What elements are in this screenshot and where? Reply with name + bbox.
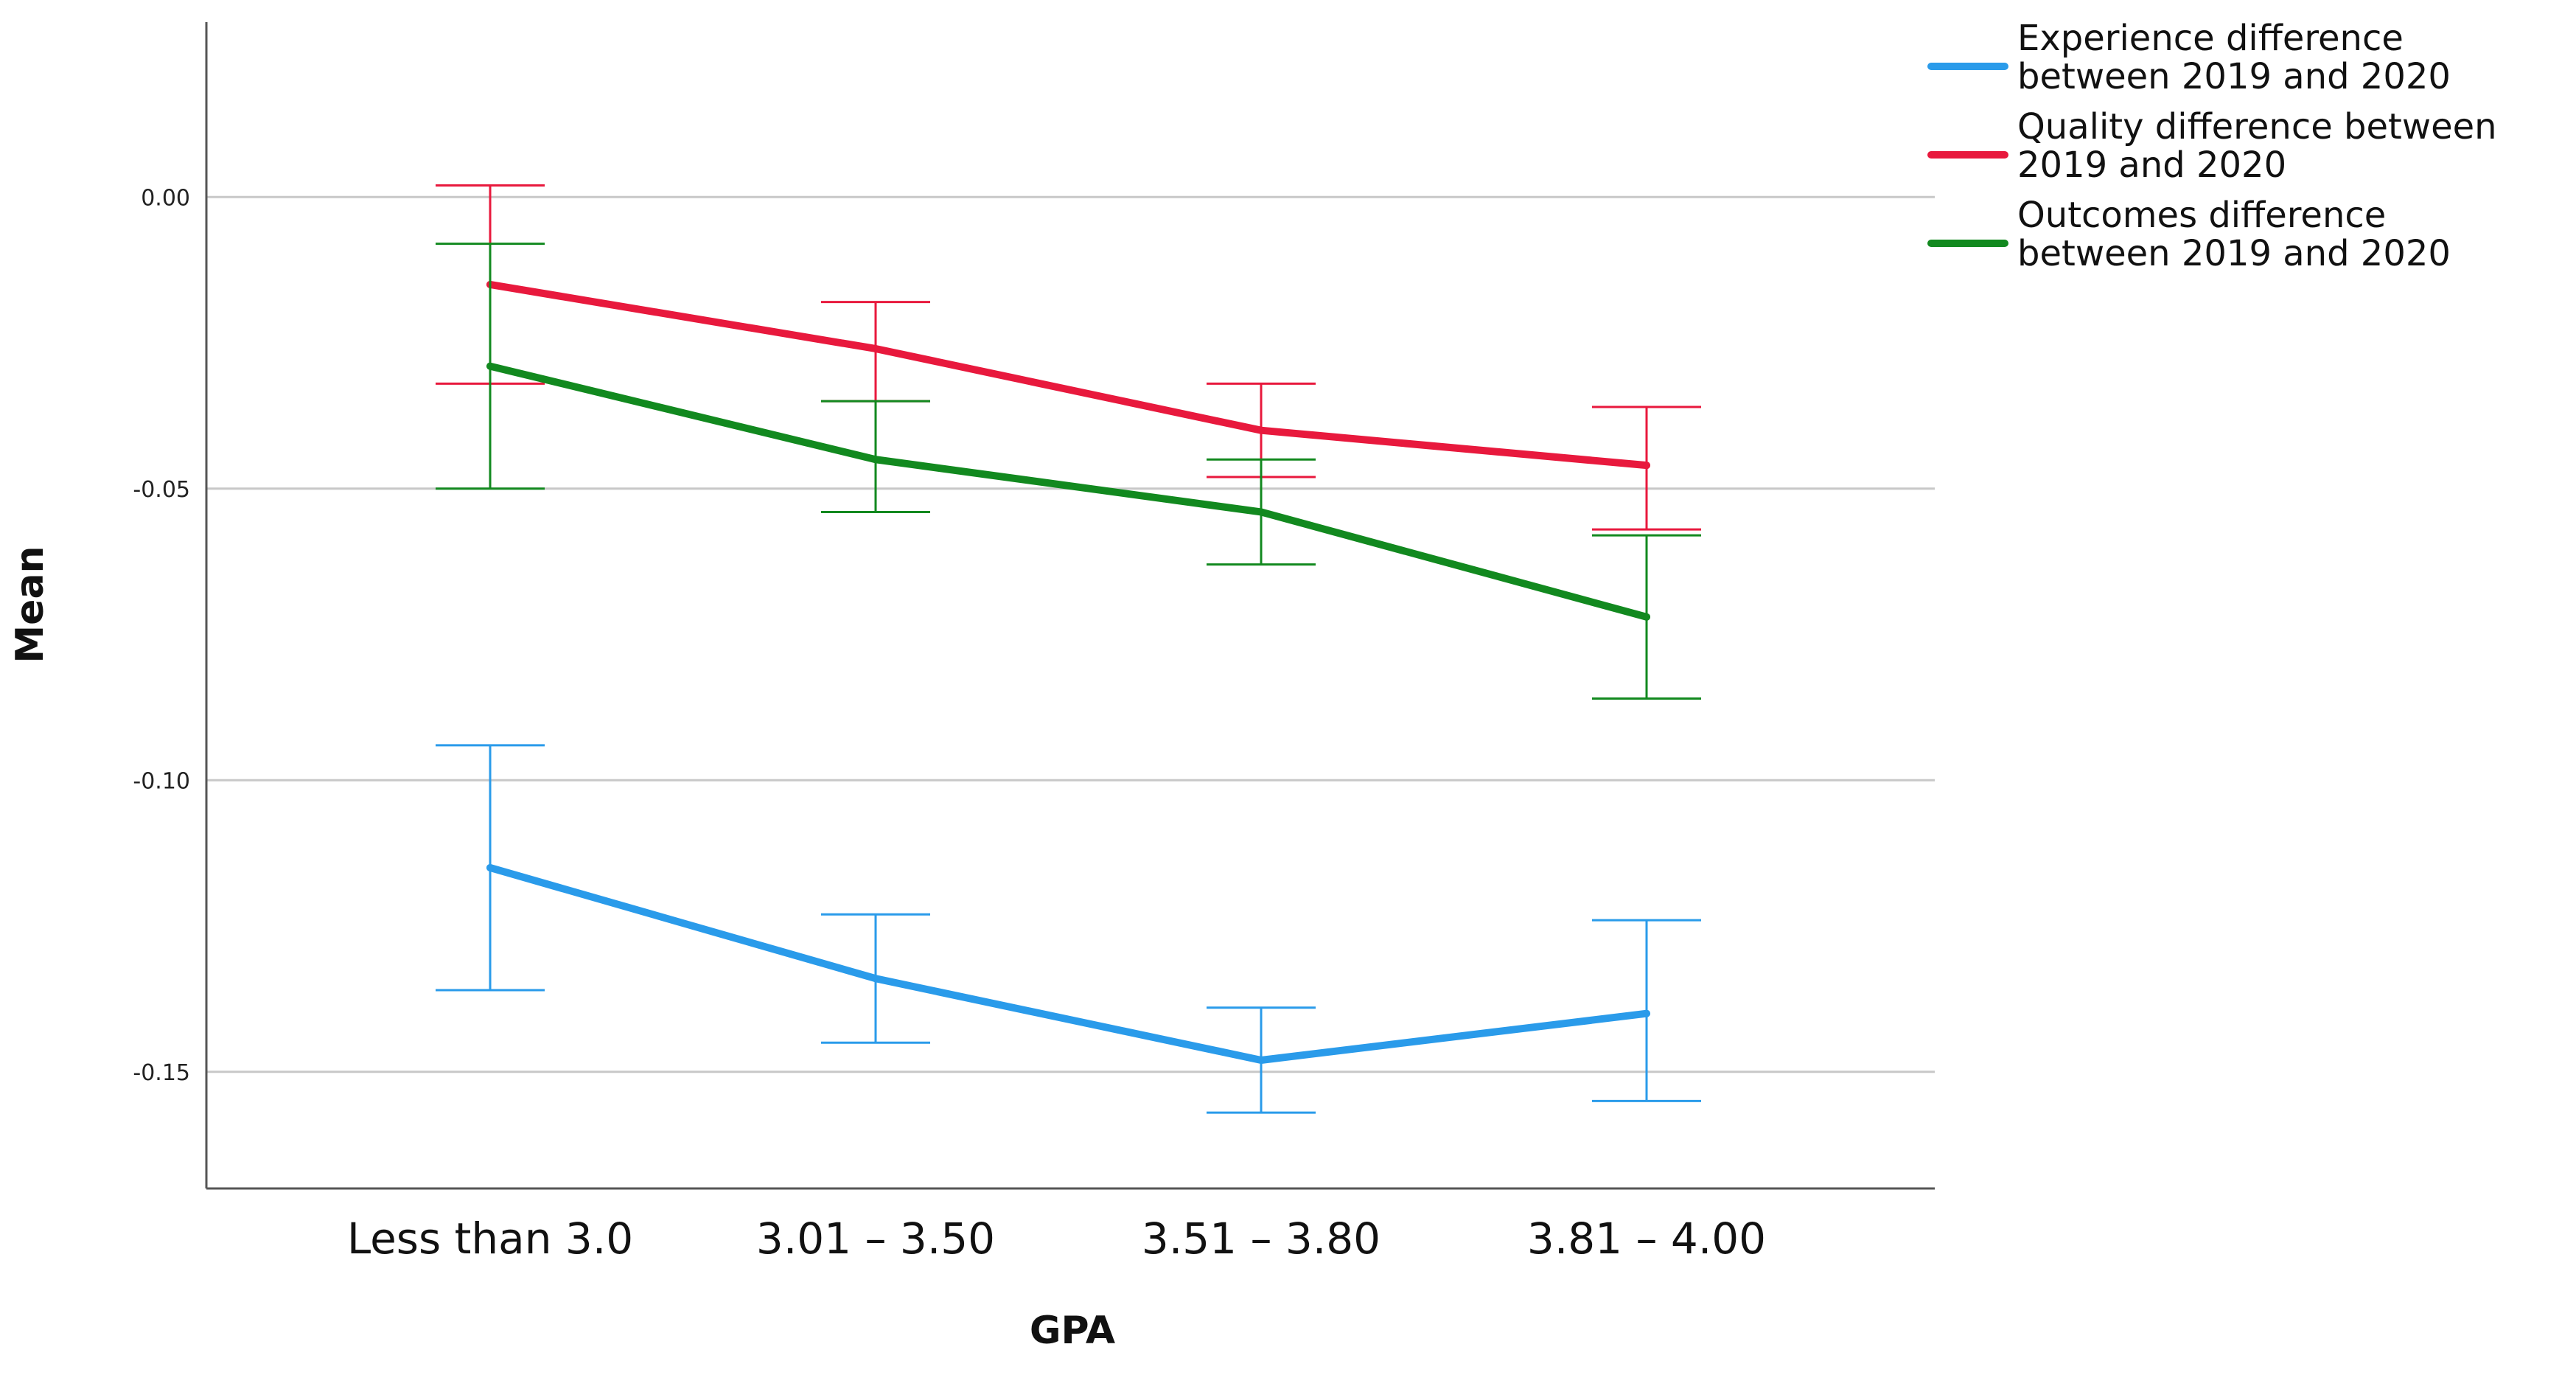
axes [205,22,1935,1190]
series-line [486,863,1650,1064]
series-layer [436,184,1701,1114]
gridlines [206,195,1935,1073]
data-point [872,975,879,983]
legend-label: between 2019 and 2020 [2017,56,2451,97]
series-0 [436,744,1701,1114]
x-tick-label: 3.81 – 4.00 [1527,1214,1766,1264]
data-point [486,362,494,370]
data-point [872,456,879,464]
legend-label: Quality difference between [2017,106,2497,147]
legend-label: Outcomes difference [2017,195,2386,236]
legend-label: between 2019 and 2020 [2017,233,2451,274]
legend-label: Experience difference [2017,18,2404,59]
data-point [872,344,879,352]
series-line [486,362,1650,621]
x-ticks: Less than 3.0 3.01 – 3.50 3.51 – 3.80 3.81 … [347,1214,1766,1264]
y-tick-label: -0.10 [133,768,190,794]
data-point [1643,613,1650,621]
data-point [1643,1009,1650,1017]
data-point [1257,426,1265,434]
series-line [486,280,1650,470]
y-tick-label: 0.00 [141,185,190,211]
y-tick-label: -0.15 [133,1060,190,1086]
y-tick-label: -0.05 [133,477,190,503]
y-ticks: 0.00 -0.05 -0.10 -0.15 [133,185,190,1086]
data-point [1257,508,1265,516]
y-axis-title: Mean [8,546,52,663]
x-tick-label: 3.01 – 3.50 [756,1214,995,1264]
x-tick-label: 3.51 – 3.80 [1142,1214,1381,1264]
x-axis-title: GPA [1030,1309,1115,1353]
series-1 [436,184,1701,531]
x-tick-label: Less than 3.0 [347,1214,633,1264]
series-2 [436,243,1701,700]
legend-label: 2019 and 2020 [2017,145,2286,186]
data-point [486,863,494,871]
data-point [1257,1056,1265,1064]
data-point [1643,462,1650,470]
